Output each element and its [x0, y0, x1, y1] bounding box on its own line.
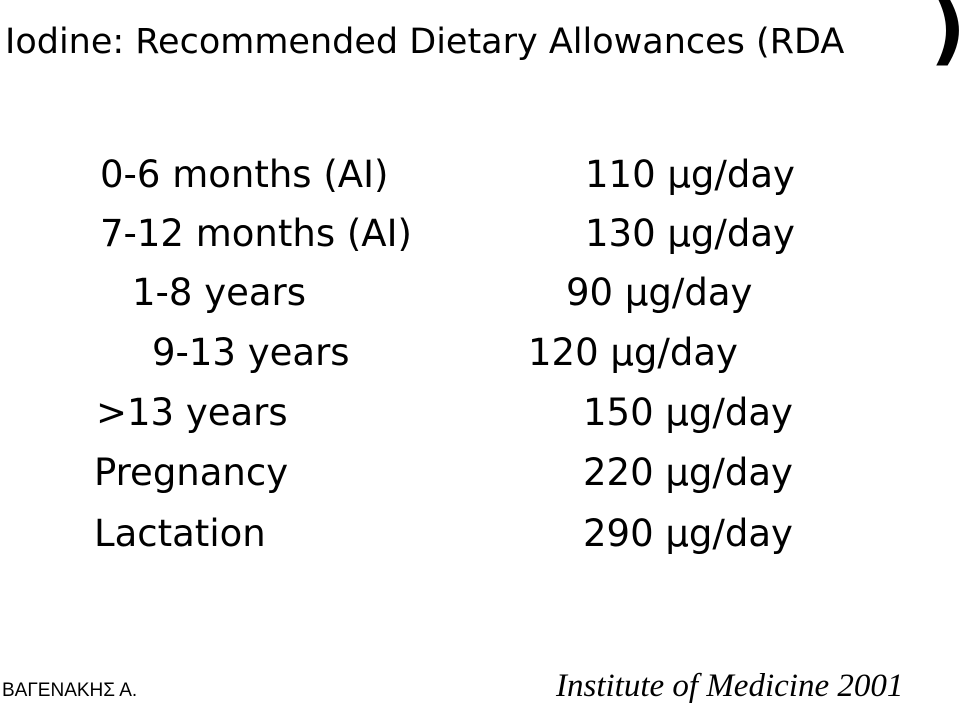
row-label-9-13-years: 9-13 years: [152, 331, 350, 374]
row-label-lactation: Lactation: [94, 512, 266, 555]
slide-title: Iodine: Recommended Dietary Allowances (…: [5, 22, 845, 62]
row-value-7-12-months: 130 µg/day: [585, 212, 795, 255]
row-value-over-13-years: 150 µg/day: [583, 391, 793, 434]
row-value-lactation: 290 µg/day: [583, 512, 793, 555]
row-label-pregnancy: Pregnancy: [94, 451, 289, 494]
row-label-over-13-years: >13 years: [96, 391, 288, 434]
row-label-1-8-years: 1-8 years: [132, 271, 307, 314]
footer-source: Institute of Medicine 2001: [556, 668, 904, 704]
row-value-1-8-years: 90 µg/day: [566, 271, 753, 314]
row-label-0-6-months: 0-6 months (AI): [100, 153, 389, 196]
row-value-pregnancy: 220 µg/day: [583, 451, 793, 494]
row-value-0-6-months: 110 µg/day: [585, 153, 795, 196]
row-label-7-12-months: 7-12 months (AI): [100, 212, 412, 255]
footer-author: ΒΑΓΕΝΑΚΗΣ Α.: [2, 680, 138, 701]
title-closing-paren: ): [930, 0, 960, 68]
row-value-9-13-years: 120 µg/day: [528, 331, 738, 374]
